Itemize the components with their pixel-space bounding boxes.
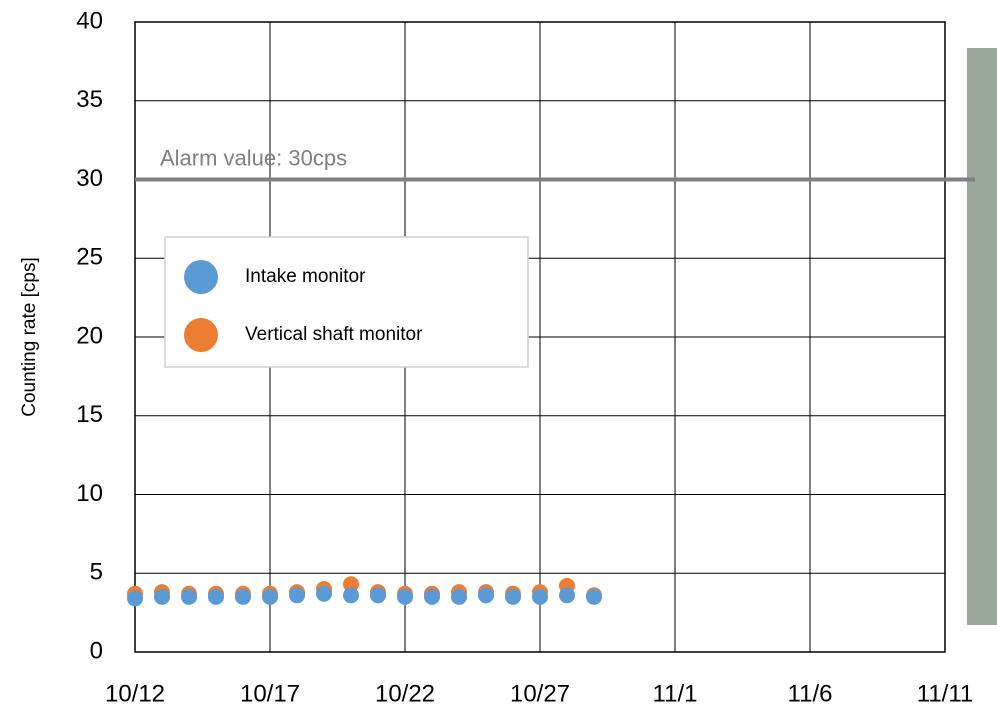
y-tick-label: 0 (90, 637, 103, 664)
data-point (451, 589, 467, 605)
y-tick-label: 25 (76, 244, 103, 271)
photo-fragment (967, 48, 997, 625)
y-tick-label: 10 (76, 480, 103, 507)
y-tick-label: 15 (76, 401, 103, 428)
data-point (586, 589, 602, 605)
data-point (127, 590, 143, 606)
y-tick-label: 40 (76, 7, 103, 34)
data-point (181, 589, 197, 605)
data-point (154, 589, 170, 605)
chart: Counting rate [cps] 0 5 10 15 20 25 30 35 40 10/1… (0, 0, 997, 721)
data-point (208, 589, 224, 605)
data-point (505, 589, 521, 605)
data-point (532, 589, 548, 605)
x-tick-label: 10/27 (510, 680, 570, 707)
data-point (316, 586, 332, 602)
legend-label: Intake monitor (245, 266, 366, 287)
data-point (235, 589, 251, 605)
x-tick-label: 10/22 (375, 680, 435, 707)
x-tick-label: 11/11 (917, 680, 974, 707)
data-point (559, 587, 575, 603)
data-point (343, 587, 359, 603)
data-point (424, 589, 440, 605)
y-tick-label: 20 (76, 322, 103, 349)
x-tick-label: 10/12 (105, 680, 165, 707)
legend-marker (184, 318, 218, 352)
legend-marker (184, 260, 218, 294)
alarm-label: Alarm value: 30cps (160, 145, 347, 170)
data-point (397, 589, 413, 605)
x-tick-label: 11/1 (653, 680, 698, 707)
y-tick-label: 35 (76, 86, 103, 113)
x-tick-label: 11/6 (788, 680, 833, 707)
y-axis-label: Counting rate [cps] (19, 257, 40, 416)
legend (165, 237, 528, 367)
data-point (478, 587, 494, 603)
x-tick-label: 10/17 (240, 680, 300, 707)
data-point (262, 589, 278, 605)
legend-label: Vertical shaft monitor (245, 324, 423, 345)
y-tick-label: 30 (76, 165, 103, 192)
y-tick-label: 5 (90, 559, 103, 586)
data-point (370, 587, 386, 603)
data-point (289, 587, 305, 603)
